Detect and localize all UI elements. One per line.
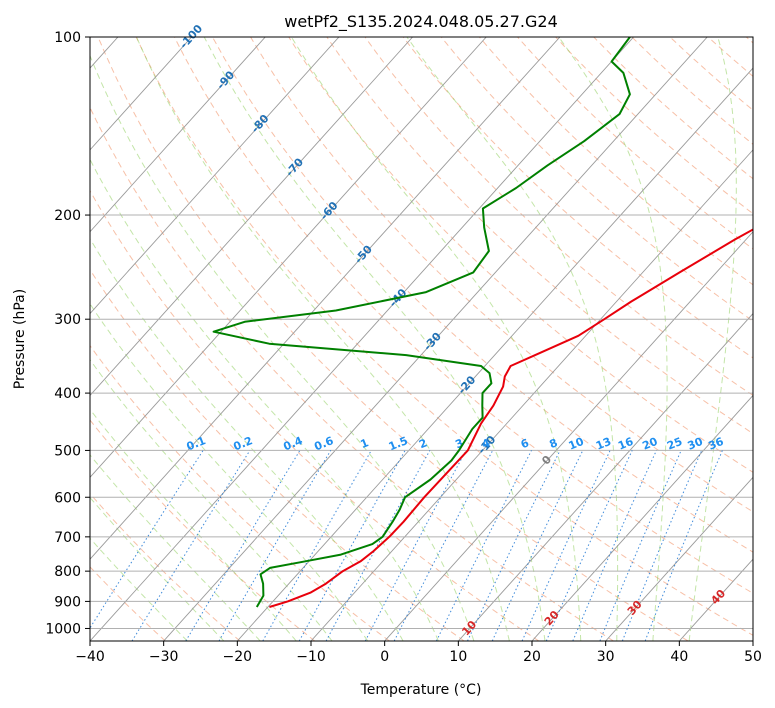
moist-adiabat <box>90 237 404 641</box>
isotherm-line <box>457 312 753 641</box>
temperature-profile-line <box>269 228 753 608</box>
y-axis-label: Pressure (hPa) <box>12 289 28 389</box>
y-tick-label: 800 <box>54 564 81 580</box>
mixing-ratio-line <box>325 450 431 641</box>
mixing-ratio-line <box>572 450 657 641</box>
mixing-ratio-label: 1 <box>359 436 371 451</box>
dry-adiabat <box>402 37 753 359</box>
mixing-ratio-line <box>545 450 633 641</box>
mixing-ratio-line <box>298 450 406 641</box>
plot-background <box>90 37 753 641</box>
dry-adiabat <box>135 37 753 636</box>
isotherm-line <box>90 37 634 641</box>
isotherm-line <box>163 37 708 641</box>
dry-adiabat <box>212 37 753 553</box>
x-axis-ticks: −40 −30 −20 −10 0 10 20 30 40 50 <box>75 641 762 665</box>
moist-adiabat <box>90 158 439 641</box>
chart-title: wetPf2_S135.2024.048.05.27.G24 <box>284 12 558 32</box>
moist-adiabat <box>90 358 333 641</box>
moist-adiabat <box>688 37 737 641</box>
mixing-ratio-label: 36 <box>706 435 725 453</box>
isotherm-line <box>90 37 266 233</box>
mixing-ratio-line <box>599 450 682 641</box>
moist-adiabat <box>558 37 668 641</box>
moist-adiabat <box>90 302 369 641</box>
background-grid <box>90 37 753 641</box>
dewpoint-profile-line <box>212 37 631 608</box>
dry-adiabat <box>90 189 540 641</box>
isotherm-line <box>531 394 753 641</box>
mixing-ratio-label: 2 <box>417 436 429 451</box>
plot-frame <box>89 36 754 642</box>
moist-adiabat <box>203 37 546 641</box>
x-tick-label: 0 <box>380 649 389 665</box>
moist-adiabat <box>136 37 510 641</box>
profile-series <box>212 37 753 608</box>
mixing-ratio-label: 10 <box>567 435 586 453</box>
mixing-ratio-label: 16 <box>616 435 635 453</box>
mixing-ratio-label: 3 <box>453 436 465 451</box>
isotherm-line <box>90 37 340 315</box>
x-tick-label: 40 <box>670 649 688 665</box>
y-tick-label: 700 <box>54 530 81 546</box>
isotherm-line <box>310 149 753 641</box>
moist-adiabat <box>90 54 475 641</box>
y-tick-label: 100 <box>54 30 81 46</box>
isotherm-line <box>384 231 753 641</box>
moist-adiabat <box>290 37 582 641</box>
isotherm-line <box>90 37 487 478</box>
dry-adiabat <box>326 37 753 435</box>
mixing-ratio-label: 25 <box>665 435 684 453</box>
dry-adiabat <box>250 37 753 513</box>
isotherm-line <box>90 37 413 397</box>
x-tick-label: 30 <box>597 649 615 665</box>
y-tick-label: 300 <box>54 312 81 328</box>
mixing-ratio-line <box>644 450 723 641</box>
dry-adiabat <box>90 106 614 641</box>
moist-adiabat <box>90 408 297 641</box>
dry-adiabat <box>479 37 753 286</box>
isotherm-line <box>90 37 561 560</box>
isotherm-line <box>236 67 753 641</box>
x-tick-label: 20 <box>523 649 541 665</box>
x-tick-label: −30 <box>149 649 179 665</box>
x-tick-label: 10 <box>449 649 467 665</box>
dry-adiabat <box>90 419 316 641</box>
x-tick-label: −40 <box>75 649 105 665</box>
x-tick-label: −20 <box>223 649 253 665</box>
dry-adiabat <box>97 37 689 641</box>
dry-adiabat <box>555 37 753 215</box>
x-tick-label: 50 <box>744 649 762 665</box>
mixing-ratio-label: 8 <box>548 436 560 451</box>
dry-adiabat <box>517 37 753 250</box>
y-tick-label: 600 <box>54 490 81 506</box>
mixing-ratio-line <box>435 450 532 641</box>
isotherm-line <box>752 640 753 641</box>
y-axis-ticks: 100 200 300 400 500 600 700 800 900 1000 <box>45 30 90 637</box>
mixing-ratio-label: 13 <box>594 435 613 453</box>
mixing-ratio-line <box>131 450 251 641</box>
y-tick-label: 400 <box>54 386 81 402</box>
moist-adiabat <box>406 37 619 641</box>
dry-adiabat <box>173 37 753 594</box>
mixing-ratio-line <box>621 450 703 641</box>
dry-adiabat <box>90 268 465 641</box>
x-axis-label: Temperature (°C) <box>360 682 482 698</box>
isotherm-line <box>605 476 753 641</box>
mixing-ratio-label: 20 <box>640 435 659 453</box>
y-tick-label: 500 <box>54 443 81 459</box>
dry-adiabat <box>288 37 753 473</box>
mixing-ratio-line <box>90 450 204 629</box>
y-tick-label: 900 <box>54 594 81 610</box>
mixing-ratio-line <box>262 450 372 641</box>
isotherm-line <box>90 37 192 151</box>
dry-adiabat <box>364 37 753 396</box>
moist-adiabat <box>90 454 261 641</box>
y-tick-label: 1000 <box>45 621 81 637</box>
y-tick-label: 200 <box>54 208 81 224</box>
mixing-ratio-label: 30 <box>686 435 705 453</box>
x-tick-label: −10 <box>296 649 326 665</box>
